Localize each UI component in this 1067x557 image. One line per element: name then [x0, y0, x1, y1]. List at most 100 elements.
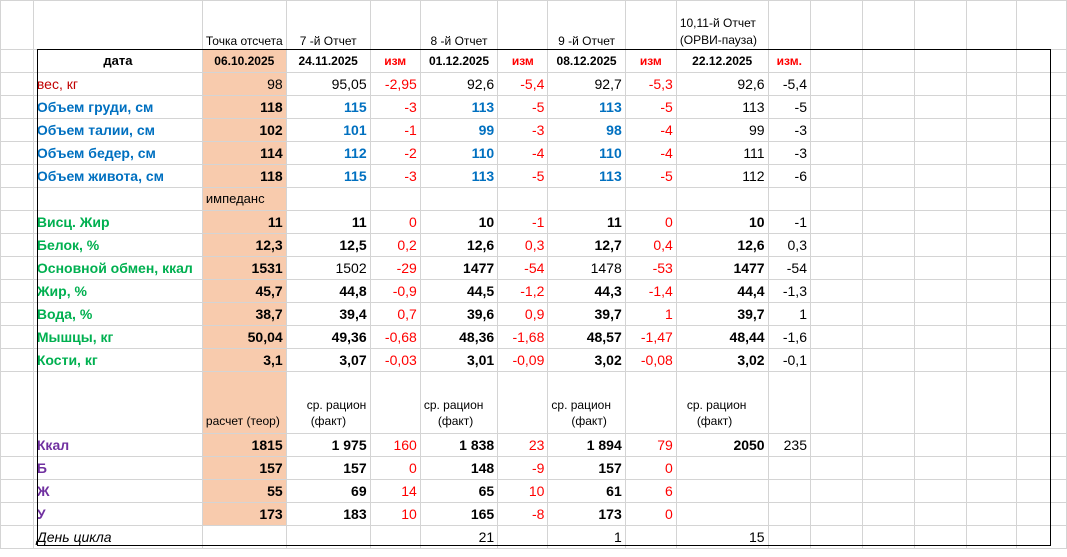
- cell[interactable]: [1015, 325, 1067, 349]
- cell[interactable]: [0, 325, 34, 349]
- row-label[interactable]: Кости, кг: [32, 348, 203, 372]
- change-cell[interactable]: -6: [767, 164, 811, 188]
- cell[interactable]: [861, 0, 915, 50]
- change-cell[interactable]: -1,68: [497, 325, 549, 349]
- value-cell[interactable]: 1478: [547, 256, 626, 280]
- change-cell[interactable]: -0,1: [767, 348, 811, 372]
- value-cell[interactable]: 48,57: [547, 325, 626, 349]
- cell[interactable]: [809, 187, 863, 211]
- row-label[interactable]: Ккал: [32, 433, 203, 457]
- date-label[interactable]: дата: [32, 49, 203, 73]
- change-cell[interactable]: -29: [369, 256, 421, 280]
- cell[interactable]: [861, 525, 915, 549]
- cell[interactable]: [809, 456, 863, 480]
- cell[interactable]: [809, 279, 863, 303]
- avg-ration-label[interactable]: ср. рацион (факт): [285, 371, 371, 434]
- cell[interactable]: [965, 141, 1017, 165]
- change-cell[interactable]: -0,08: [624, 348, 677, 372]
- value-cell[interactable]: 44,3: [547, 279, 626, 303]
- value-cell[interactable]: 44,8: [285, 279, 371, 303]
- cell[interactable]: [861, 95, 915, 119]
- change-cell[interactable]: 23: [497, 433, 549, 457]
- value-cell[interactable]: 1502: [285, 256, 371, 280]
- value-cell[interactable]: 113: [419, 95, 499, 119]
- value-cell[interactable]: 49,36: [285, 325, 371, 349]
- cell[interactable]: [675, 187, 769, 211]
- cell[interactable]: [913, 525, 967, 549]
- change-cell[interactable]: -5,4: [497, 72, 549, 96]
- value-cell[interactable]: 12,6: [419, 233, 499, 257]
- cell[interactable]: [913, 479, 967, 503]
- cell[interactable]: [809, 118, 863, 142]
- cell[interactable]: [1015, 525, 1067, 549]
- value-cell[interactable]: 12,3: [201, 233, 287, 257]
- value-cell[interactable]: 183: [285, 502, 371, 526]
- cell[interactable]: [1015, 187, 1067, 211]
- cell[interactable]: [1015, 302, 1067, 326]
- row-label[interactable]: У: [32, 502, 203, 526]
- report-8-header[interactable]: 8 -й Отчет: [419, 0, 499, 50]
- cell[interactable]: [861, 141, 915, 165]
- row-label[interactable]: Висц. Жир: [32, 210, 203, 234]
- value-cell[interactable]: 113: [547, 95, 626, 119]
- cell[interactable]: [1015, 95, 1067, 119]
- cell[interactable]: [965, 187, 1017, 211]
- cell[interactable]: [809, 0, 863, 50]
- change-cell[interactable]: 160: [369, 433, 421, 457]
- value-cell[interactable]: [675, 479, 769, 503]
- cell[interactable]: [861, 433, 915, 457]
- value-cell[interactable]: [285, 525, 371, 549]
- cell[interactable]: [965, 479, 1017, 503]
- value-cell[interactable]: 1 975: [285, 433, 371, 457]
- cell[interactable]: [0, 72, 34, 96]
- value-cell[interactable]: 15: [675, 525, 769, 549]
- cell[interactable]: [1015, 210, 1067, 234]
- change-cell[interactable]: 0: [624, 210, 677, 234]
- value-cell[interactable]: 11: [201, 210, 287, 234]
- cell[interactable]: [32, 0, 203, 50]
- cell[interactable]: [965, 256, 1017, 280]
- cell[interactable]: [32, 187, 203, 211]
- change-header[interactable]: изм: [497, 49, 549, 73]
- cell[interactable]: [0, 187, 34, 211]
- value-cell[interactable]: 157: [547, 456, 626, 480]
- report-10-header[interactable]: 10,11-й Отчет (ОРВИ-пауза): [675, 0, 769, 50]
- cell[interactable]: [497, 0, 549, 50]
- report-9-header[interactable]: 9 -й Отчет: [547, 0, 626, 50]
- cell[interactable]: [0, 348, 34, 372]
- value-cell[interactable]: 113: [419, 164, 499, 188]
- date-cell[interactable]: 08.12.2025: [547, 49, 626, 73]
- cell[interactable]: [861, 479, 915, 503]
- row-label[interactable]: Б: [32, 456, 203, 480]
- value-cell[interactable]: 55: [201, 479, 287, 503]
- value-cell[interactable]: 112: [285, 141, 371, 165]
- value-cell[interactable]: 157: [285, 456, 371, 480]
- value-cell[interactable]: 115: [285, 164, 371, 188]
- cell[interactable]: [913, 0, 967, 50]
- change-cell[interactable]: -3: [369, 164, 421, 188]
- value-cell[interactable]: 113: [547, 164, 626, 188]
- cell[interactable]: [809, 95, 863, 119]
- change-cell[interactable]: [767, 502, 811, 526]
- cell[interactable]: [0, 502, 34, 526]
- change-cell[interactable]: -5,4: [767, 72, 811, 96]
- cell[interactable]: [809, 479, 863, 503]
- cell[interactable]: [0, 433, 34, 457]
- cell[interactable]: [913, 141, 967, 165]
- cell[interactable]: [965, 118, 1017, 142]
- cell[interactable]: [861, 502, 915, 526]
- cell[interactable]: [369, 371, 421, 434]
- avg-ration-label[interactable]: ср. рацион (факт): [547, 371, 626, 434]
- cell[interactable]: [767, 371, 811, 434]
- value-cell[interactable]: 1: [547, 525, 626, 549]
- value-cell[interactable]: 1531: [201, 256, 287, 280]
- cell[interactable]: [0, 95, 34, 119]
- change-cell[interactable]: 79: [624, 433, 677, 457]
- value-cell[interactable]: [675, 502, 769, 526]
- cell[interactable]: [0, 456, 34, 480]
- cell[interactable]: [809, 233, 863, 257]
- value-cell[interactable]: 101: [285, 118, 371, 142]
- cell[interactable]: [913, 187, 967, 211]
- change-cell[interactable]: -5: [497, 95, 549, 119]
- date-cell[interactable]: 22.12.2025: [675, 49, 769, 73]
